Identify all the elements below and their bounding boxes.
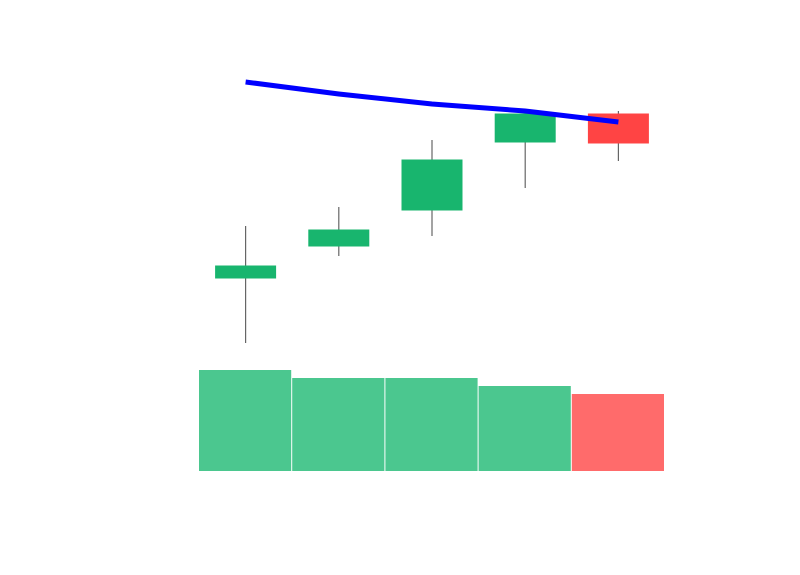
volume-bar: [292, 378, 385, 471]
candle-body: [401, 159, 463, 211]
volume-bar: [199, 370, 292, 471]
volume-bar: [478, 386, 571, 471]
average-line: [245, 79, 619, 125]
volume-bar: [385, 378, 478, 471]
volume-bar: [571, 394, 664, 471]
candle-body: [215, 265, 277, 279]
candle-body: [494, 113, 556, 143]
candle-body: [308, 229, 370, 247]
